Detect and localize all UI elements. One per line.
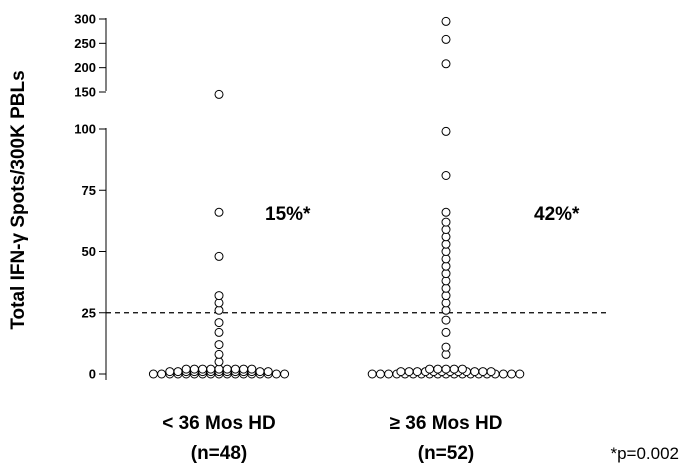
data-point-group1 <box>214 318 224 328</box>
y-axis-label: Total IFN-γ Spots/300K PBLs <box>8 70 29 329</box>
data-point-group2 <box>441 126 451 136</box>
data-point-group2 <box>396 367 406 377</box>
data-point-group1 <box>148 369 158 379</box>
data-point-group2 <box>441 171 451 180</box>
data-point-group1 <box>214 207 224 217</box>
data-point-group2 <box>441 269 451 279</box>
data-point-group2 <box>449 364 459 374</box>
data-point-group1 <box>165 367 175 377</box>
data-point-group2 <box>433 364 443 374</box>
data-point-group2 <box>441 283 451 293</box>
y-axis: 150 200 250 300 0 25 50 75 100 <box>74 12 107 382</box>
data-point-group2 <box>486 367 496 377</box>
data-point-group1 <box>239 364 249 374</box>
data-point-group2 <box>412 367 422 377</box>
data-point-group2 <box>441 59 451 69</box>
data-point-group1 <box>157 369 167 379</box>
data-point-group2 <box>441 239 451 249</box>
data-point-group1 <box>214 305 224 315</box>
data-point-group1 <box>263 367 273 377</box>
data-point-group1 <box>230 364 240 374</box>
y-tick-label: 250 <box>74 36 96 51</box>
data-point-group2 <box>457 364 467 374</box>
data-point-group2 <box>367 369 377 379</box>
data-point-group2 <box>441 207 451 217</box>
group1-label: < 36 Mos HD <box>162 413 276 434</box>
y-tick-label: 50 <box>82 244 96 259</box>
data-point-group1 <box>214 340 224 350</box>
group1-n-label: (n=48) <box>191 443 248 464</box>
data-point-group1 <box>247 364 257 374</box>
data-point-group1 <box>214 251 224 261</box>
data-point-group2 <box>441 34 451 44</box>
group2-label: ≥ 36 Mos HD <box>390 413 503 434</box>
data-point-group2 <box>478 367 488 377</box>
data-point-group1 <box>255 367 265 377</box>
y-tick-label: 0 <box>89 367 96 382</box>
data-point-group2 <box>441 261 451 271</box>
data-point-group1 <box>222 364 232 374</box>
data-point-group2 <box>441 315 451 325</box>
data-point-group2 <box>441 291 451 301</box>
data-point-group2 <box>441 225 451 234</box>
data-point-group2 <box>425 364 435 374</box>
y-tick-label: 300 <box>74 12 96 27</box>
group2-n-label: (n=52) <box>418 443 475 464</box>
data-point-group1 <box>214 357 224 367</box>
data-point-group2 <box>470 367 480 377</box>
data-point-group2 <box>507 369 517 379</box>
data-point-group2 <box>441 16 451 26</box>
data-point-group2 <box>441 364 451 374</box>
data-point-group1 <box>214 89 224 99</box>
data-point-group1 <box>189 364 199 374</box>
data-point-group2 <box>515 369 525 379</box>
y-tick-label: 100 <box>74 122 96 137</box>
data-point-group1 <box>181 364 191 374</box>
y-tick-label: 150 <box>74 85 96 100</box>
data-point-group1 <box>173 367 183 377</box>
data-point-group1 <box>214 291 224 301</box>
y-tick-label: 25 <box>82 305 96 320</box>
data-point-group2 <box>441 342 451 352</box>
data-point-group2 <box>375 369 385 379</box>
y-tick-label: 75 <box>82 183 96 198</box>
data-point-group1 <box>214 327 224 337</box>
data-point-group1 <box>214 349 224 359</box>
data-point-group2 <box>404 367 414 377</box>
data-point-group1 <box>280 369 290 379</box>
data-point-group2 <box>441 217 451 227</box>
data-point-group1 <box>214 364 224 374</box>
p-value-footnote: *p=0.002 <box>610 444 679 463</box>
data-point-group1 <box>271 369 281 379</box>
group2-annotation: 42%* <box>534 204 580 225</box>
data-point-group2 <box>498 369 508 379</box>
y-tick-label: 200 <box>74 60 96 75</box>
data-point-group2 <box>384 369 394 379</box>
data-point-group2 <box>441 254 451 264</box>
data-point-group2 <box>441 305 451 315</box>
data-point-group1 <box>198 364 208 374</box>
data-point-group2 <box>441 327 451 337</box>
data-point-group1 <box>206 364 216 374</box>
group1-annotation: 15%* <box>265 204 311 225</box>
